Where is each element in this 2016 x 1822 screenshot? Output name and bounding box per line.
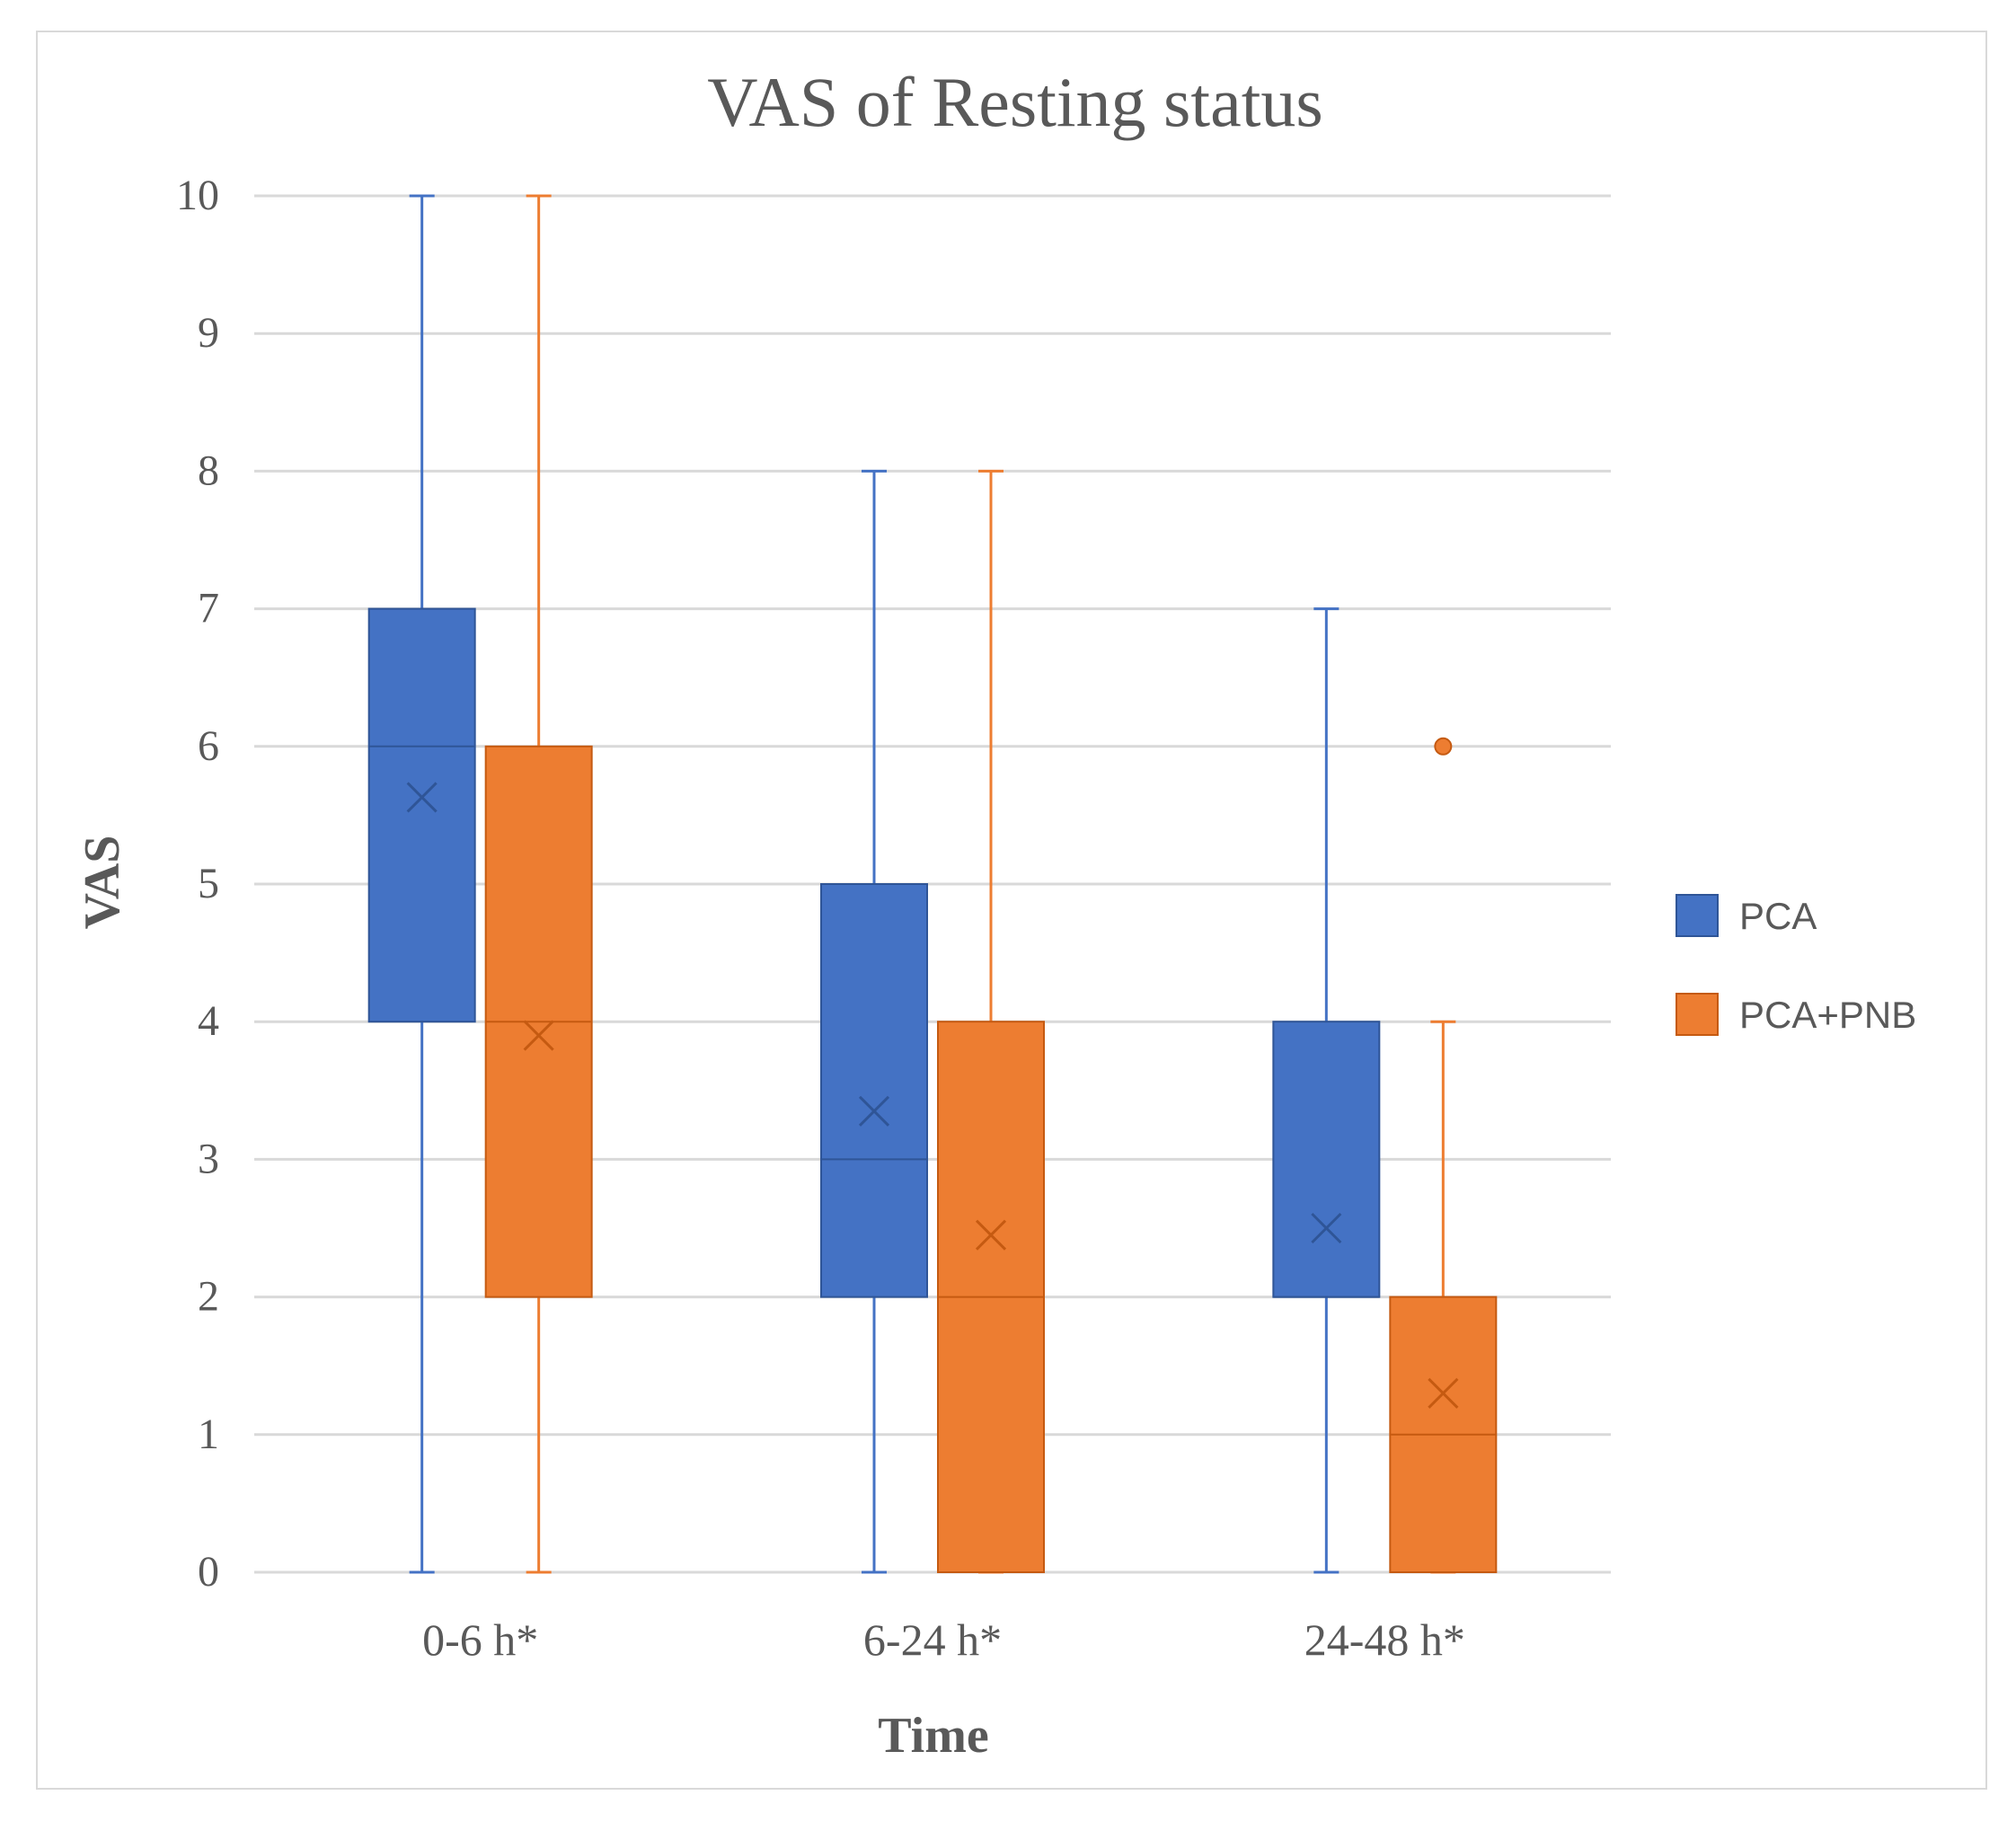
y-tick-label: 9 (198, 309, 219, 357)
y-tick-label: 8 (198, 447, 219, 494)
y-tick-label: 1 (198, 1411, 219, 1458)
box-pca-pnb-1 (937, 469, 1045, 1574)
legend-swatch (1676, 993, 1719, 1036)
y-tick-label: 0 (198, 1548, 219, 1596)
mean-marker (1428, 1377, 1459, 1409)
y-axis-label: VAS (75, 836, 130, 930)
box-pca-pnb-0 (484, 194, 593, 1574)
box-series (367, 194, 1498, 1574)
x-tick-label: 6-24 h* (863, 1614, 1002, 1665)
legend-label: PCA+PNB (1739, 994, 1916, 1036)
box-pca-1 (820, 469, 928, 1574)
y-axis-ticks: 0 1 2 3 4 5 6 7 8 9 10 (176, 172, 219, 1596)
outlier-point (1434, 737, 1453, 756)
box-pca-0 (367, 194, 476, 1574)
y-tick-label: 5 (198, 860, 219, 907)
y-tick-label: 3 (198, 1135, 219, 1182)
mean-marker (523, 1020, 554, 1051)
x-tick-label: 0-6 h* (422, 1614, 538, 1665)
box-body (1272, 1021, 1381, 1298)
legend-swatch (1676, 894, 1719, 937)
y-tick-label: 6 (198, 722, 219, 770)
grid-lines (254, 194, 1611, 1574)
y-tick-label: 7 (198, 585, 219, 632)
legend-item: PCA (1676, 894, 1817, 937)
y-tick-label: 4 (198, 997, 219, 1045)
mean-marker (975, 1219, 1007, 1251)
y-tick-label: 2 (198, 1273, 219, 1321)
x-axis-ticks: 0-6 h* 6-24 h* 24-48 h* (422, 1614, 1465, 1665)
chart-title: VAS of Resting status (707, 63, 1322, 141)
legend: PCA PCA+PNB (1676, 894, 1916, 1036)
legend-item: PCA+PNB (1676, 993, 1916, 1036)
box-pca-pnb-2 (1389, 737, 1498, 1574)
mean-marker (406, 782, 438, 813)
legend-label: PCA (1739, 895, 1817, 937)
x-axis-label: Time (878, 1708, 988, 1764)
box-body (820, 883, 928, 1298)
x-tick-label: 24-48 h* (1304, 1614, 1465, 1665)
y-tick-label: 10 (176, 172, 219, 219)
mean-marker (1311, 1212, 1342, 1244)
box-pca-2 (1272, 607, 1381, 1574)
mean-marker (858, 1095, 890, 1127)
box-body (367, 607, 476, 1023)
